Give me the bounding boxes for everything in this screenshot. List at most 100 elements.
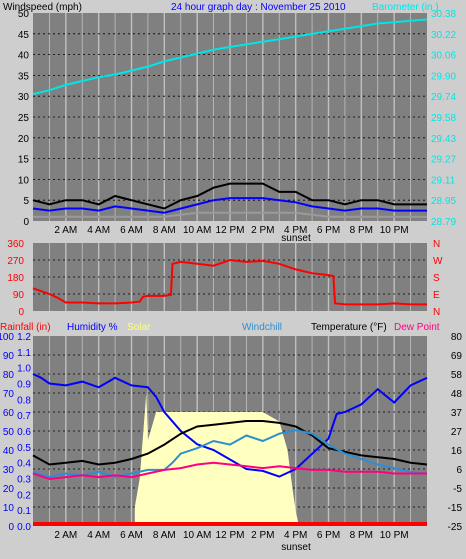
axis-tick-label: 0 xyxy=(23,217,29,228)
barometer-axis: 30.38 30.22 30.06 29.90 29.74 29.58 29.43 29.27… xyxy=(431,9,456,228)
axis-tick-label: 0.8 xyxy=(17,395,31,406)
axis-tick-label: 69 xyxy=(451,351,463,362)
barometer-line xyxy=(32,18,428,96)
temperature-series xyxy=(32,373,428,526)
barometer-axis-label: Barometer (in ) xyxy=(372,2,439,13)
axis-tick-label: 35 xyxy=(18,71,30,82)
wind-speed-line xyxy=(32,197,427,214)
axis-tick-label: 50 xyxy=(3,427,15,438)
axis-tick-label: 0.6 xyxy=(17,427,31,438)
axis-tick-label: 80 xyxy=(451,332,463,343)
wind-speed-line xyxy=(32,182,427,210)
temperature-time-axis: 2 AM 4 AM 6 AM 8 AM 10 AM 12 PM 2 PM 4 PM 6 PM 8 … xyxy=(54,530,408,541)
axis-tick-label: 0.7 xyxy=(17,411,31,422)
axis-tick-label: 0.4 xyxy=(17,459,31,470)
dewpoint-line xyxy=(32,461,427,481)
axis-tick-label: 1.0 xyxy=(17,364,31,375)
time-tick-label: 12 PM xyxy=(216,530,245,541)
dewpoint-label: Dew Point xyxy=(394,322,440,333)
axis-tick-label: 16 xyxy=(451,446,463,457)
axis-tick-label: 1.1 xyxy=(17,348,31,359)
axis-tick-label: 45 xyxy=(18,30,30,41)
axis-tick-label: 29.11 xyxy=(431,175,456,186)
time-tick-label: 12 PM xyxy=(216,225,245,236)
time-tick-label: 6 PM xyxy=(317,225,340,236)
temperature-axis: 80 69 58 48 37 27 16 6 -5 -15 -25 xyxy=(448,332,463,533)
wind-series xyxy=(32,18,428,218)
axis-tick-label: 28.79 xyxy=(431,217,456,228)
temperature-axis-label: Temperature (°F) xyxy=(311,322,387,333)
rain-axis-label: Rainfall (in) xyxy=(0,322,51,333)
axis-tick-label: S xyxy=(433,273,440,284)
axis-tick-label: 0 xyxy=(8,522,14,533)
axis-tick-label: 27 xyxy=(451,427,463,438)
axis-tick-label: 80 xyxy=(3,370,15,381)
windchill-label: Windchill xyxy=(242,322,282,333)
axis-tick-label: 29.27 xyxy=(431,155,456,166)
time-tick-label: 4 AM xyxy=(87,225,110,236)
axis-tick-label: N xyxy=(433,307,440,318)
axis-tick-label: 29.43 xyxy=(431,134,456,145)
axis-tick-label: 40 xyxy=(3,446,15,457)
axis-tick-label: 0.9 xyxy=(17,380,31,391)
time-tick-label: 10 AM xyxy=(183,530,211,541)
axis-tick-label: 29.74 xyxy=(431,92,456,103)
axis-tick-label: 360 xyxy=(7,239,24,250)
time-tick-label: 2 AM xyxy=(54,530,77,541)
temperature-line xyxy=(32,420,428,466)
direction-gridlines xyxy=(33,243,427,311)
axis-tick-label: E xyxy=(433,290,440,301)
time-tick-label: 10 PM xyxy=(380,225,409,236)
wind-speed-line xyxy=(33,211,427,218)
axis-tick-label: 0.3 xyxy=(17,475,31,486)
humidity-line xyxy=(32,373,428,478)
axis-tick-label: 270 xyxy=(7,256,24,267)
axis-tick-label: 58 xyxy=(451,370,463,381)
chart-title: 24 hour graph day : November 25 2010 xyxy=(171,2,346,13)
time-tick-label: 2 AM xyxy=(54,225,77,236)
axis-tick-label: 100 xyxy=(0,332,14,343)
axis-tick-label: 0.5 xyxy=(17,443,31,454)
axis-tick-label: 37 xyxy=(451,408,463,419)
time-tick-label: 2 PM xyxy=(251,225,274,236)
time-tick-label: 6 PM xyxy=(317,530,340,541)
sunset-label-top: sunset xyxy=(281,233,311,244)
wind-axis-label: Windspeed (mph) xyxy=(3,2,82,13)
rainfall-axis: 1.2 1.1 1.0 0.9 0.8 0.7 0.6 0.5 0.4 0.3 0.2 0.1 0.0 xyxy=(17,332,31,533)
axis-tick-label: 70 xyxy=(3,389,15,400)
axis-tick-label: 0.2 xyxy=(17,490,31,501)
axis-tick-label: 0.0 xyxy=(17,522,31,533)
axis-tick-label: 20 xyxy=(18,134,30,145)
axis-tick-label: 180 xyxy=(7,273,24,284)
axis-tick-label: 60 xyxy=(3,408,15,419)
axis-tick-label: 25 xyxy=(18,113,30,124)
solar-label: Solar xyxy=(127,322,151,333)
time-tick-label: 8 AM xyxy=(153,530,176,541)
time-tick-label: 4 AM xyxy=(87,530,110,541)
axis-tick-label: 20 xyxy=(3,484,15,495)
axis-tick-label: 29.58 xyxy=(431,113,456,124)
axis-tick-label: 40 xyxy=(18,51,30,62)
axis-tick-label: 50 xyxy=(18,9,30,20)
wind-time-axis: 2 AM 4 AM 6 AM 8 AM 10 AM 12 PM 2 PM 4 PM 6 PM 8 … xyxy=(54,225,408,236)
axis-tick-label: 30 xyxy=(3,465,15,476)
axis-tick-label: 5 xyxy=(23,196,29,207)
axis-tick-label: 0.1 xyxy=(17,506,31,517)
sunset-label-bottom: sunset xyxy=(281,542,311,553)
axis-tick-label: 30.38 xyxy=(431,9,456,20)
axis-tick-label: N xyxy=(433,239,440,250)
direction-series xyxy=(32,258,427,306)
axis-tick-label: 15 xyxy=(18,155,30,166)
axis-tick-label: -15 xyxy=(448,503,463,514)
axis-tick-label: -25 xyxy=(448,522,463,533)
time-tick-label: 10 PM xyxy=(380,530,409,541)
axis-tick-label: W xyxy=(433,256,443,267)
direction-axis: 360 270 180 90 0 xyxy=(7,239,24,318)
axis-tick-label: 6 xyxy=(456,465,462,476)
time-tick-label: 8 PM xyxy=(350,225,373,236)
wind-direction-line xyxy=(32,258,427,306)
time-tick-label: 8 PM xyxy=(350,530,373,541)
wind-gridlines xyxy=(33,13,427,221)
